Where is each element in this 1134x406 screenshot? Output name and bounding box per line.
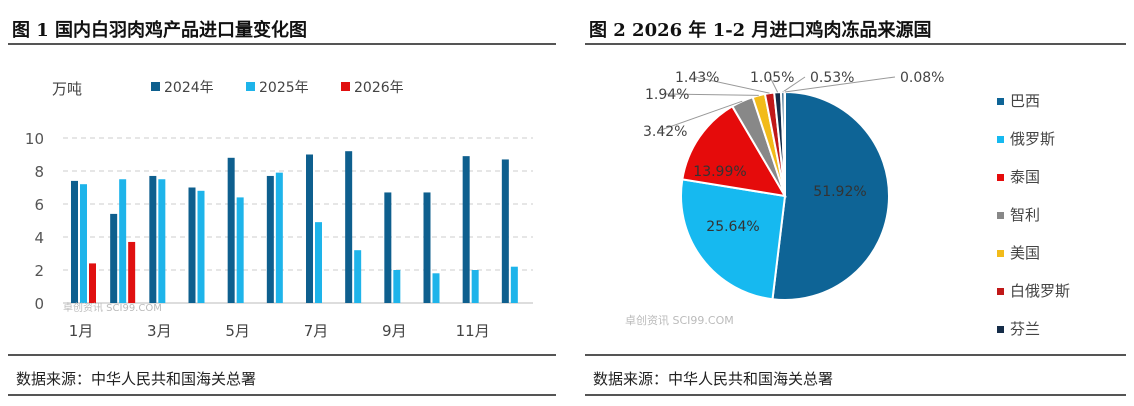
x-tick-label: 5月 [225,322,250,340]
bar-2024年-12月 [501,159,509,303]
bar-2025年-1月 [80,184,87,303]
legend-label: 巴西 [1010,92,1040,110]
legend-swatch [997,174,1004,181]
legend-label: 芬兰 [1010,320,1040,338]
bar-2025年-9月 [393,270,401,303]
legend-swatch [997,288,1004,295]
divider [585,43,1126,45]
y-tick-label: 4 [34,229,44,247]
pie-chart-panel: 图 2 2026 年 1-2 月进口鸡肉冻品来源国 51.92% 25.64% 13… [585,10,1126,398]
bar-2025年-8月 [354,250,362,303]
bar-2024年-8月 [345,151,353,303]
leader-line [657,100,743,132]
legend-label: 2026年 [354,80,404,96]
bar-2024年-2月 [110,213,118,303]
bar-2025年-12月 [510,266,518,303]
bar-2025年-6月 [275,172,283,303]
bar-2024年-4月 [188,187,196,303]
legend-label: 2024年 [164,80,214,96]
watermark: 卓创资讯 SCI99.COM [63,301,162,314]
bar-2024年-10月 [423,192,431,303]
bar-2024年-1月 [71,180,78,303]
legend-swatch [151,82,160,91]
y-tick-label: 0 [34,295,44,313]
legend-swatch [997,326,1004,333]
bar-chart: 万吨 2024年 2025年 2026年 0 2 4 6 8 10 1月 3月 5月 7月 9月 11月 卓创资… [25,80,533,340]
y-tick-label: 6 [34,196,44,214]
bar-2025年-10月 [432,273,440,303]
divider [585,394,1126,396]
divider [8,394,556,396]
leader-line [694,76,770,94]
bar-2024年-3月 [149,175,157,303]
divider [8,43,556,45]
bar-2025年-4月 [197,190,205,303]
bar-2025年-2月 [119,179,127,303]
source-note: 数据来源：中华人民共和国海关总署 [16,370,257,388]
bar-2025年-3月 [158,179,166,303]
leader-line [664,93,759,96]
legend-label: 2025年 [259,80,309,96]
legend-swatch [997,212,1004,219]
legend-swatch [341,82,350,91]
bar-2024年-7月 [306,154,313,303]
legend-swatch [997,98,1004,105]
slice-label: 51.92% [813,184,866,200]
x-tick-label: 11月 [456,322,490,340]
y-tick-label: 8 [34,163,44,181]
bar-2024年-11月 [462,156,470,303]
slice-label: 0.08% [900,70,944,86]
bar-2025年-7月 [315,222,322,303]
pie-slice-巴西 [771,90,890,301]
y-tick-label: 2 [34,262,44,280]
leader-line [782,76,806,93]
pie-chart: 51.92% 25.64% 13.99% 3.42% 1.94%1.43% 1.05% 0.… [625,70,1070,338]
slice-label: 0.53% [810,70,854,86]
legend-label: 白俄罗斯 [1010,282,1070,300]
divider [8,354,556,356]
x-tick-label: 3月 [147,322,172,340]
watermark: 卓创资讯 SCI99.COM [625,314,734,327]
bar-2026年-2月 [128,241,136,303]
y-axis-label: 万吨 [52,80,82,98]
slice-label: 25.64% [706,219,759,235]
source-note: 数据来源：中华人民共和国海关总署 [593,370,834,388]
bar-chart-panel: 图 1 国内白羽肉鸡产品进口量变化图 万吨 2024年 2025年 2026年 0 2 4 6… [8,10,556,398]
slice-label: 1.43% [675,70,719,86]
legend-swatch [997,250,1004,257]
pie-slice-泰国 [681,104,787,198]
chart-title: 图 1 国内白羽肉鸡产品进口量变化图 [12,20,308,41]
divider [585,354,1126,356]
pie-slice-other-8 [783,90,786,197]
bar-2025年-5月 [236,197,244,303]
x-tick-label: 9月 [382,322,407,340]
leader-line [784,76,896,93]
y-tick-label: 10 [25,130,44,148]
legend-swatch [246,82,255,91]
legend-label: 泰国 [1010,168,1040,186]
legend-swatch [997,136,1004,143]
slice-label: 3.42% [643,124,687,140]
x-tick-label: 1月 [69,322,94,340]
pie-slice-俄罗斯 [680,178,787,301]
slice-label: 13.99% [693,164,746,180]
slice-label: 1.05% [750,70,794,86]
bar-2025年-11月 [471,270,479,303]
leader-line [769,76,779,93]
legend-label: 俄罗斯 [1010,130,1055,148]
legend-label: 美国 [1010,244,1040,262]
bar-2026年-1月 [89,263,96,303]
x-tick-label: 7月 [304,322,329,340]
legend-label: 智利 [1010,206,1040,224]
bar-2024年-5月 [227,157,235,303]
bar-2024年-6月 [266,175,274,303]
slice-label: 1.94% [645,87,689,103]
chart-title: 图 2 2026 年 1-2 月进口鸡肉冻品来源国 [589,20,932,41]
bar-2024年-9月 [384,192,392,303]
